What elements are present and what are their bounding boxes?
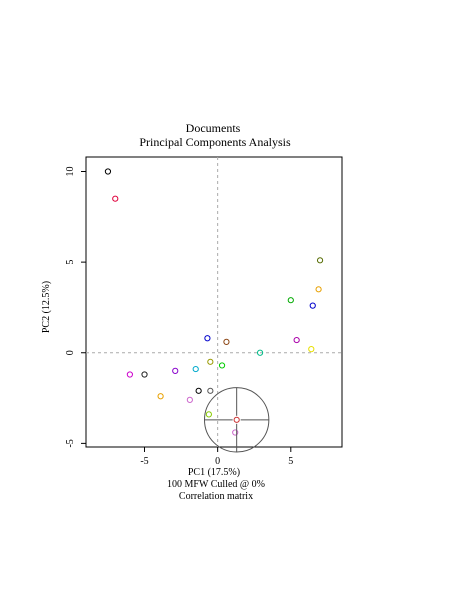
data-point: [157, 393, 164, 400]
x-tick-label: 5: [288, 456, 293, 467]
data-point: [112, 195, 119, 202]
axis-ticks: -5 0 5 -5 0 5 10: [65, 167, 293, 468]
caption-line-2: Correlation matrix: [179, 491, 253, 502]
data-point: [233, 416, 240, 423]
chart-subtitle: Principal Components Analysis: [139, 135, 291, 149]
data-point: [315, 286, 322, 293]
data-point: [207, 387, 214, 394]
data-point: [309, 302, 316, 309]
data-point: [126, 371, 133, 378]
data-point: [204, 335, 211, 342]
y-tick-label: 5: [65, 260, 76, 265]
data-point: [223, 338, 230, 345]
data-point: [192, 365, 199, 373]
data-point: [218, 362, 226, 369]
data-point: [256, 349, 264, 356]
magnifier-lens: [203, 387, 270, 453]
plot-frame: [85, 156, 343, 448]
data-point: [287, 297, 294, 304]
x-tick-label: -5: [140, 456, 148, 467]
y-tick-label: 10: [65, 167, 76, 177]
reference-lines: [86, 157, 342, 447]
y-tick-label: -5: [65, 439, 76, 447]
chart-title: Documents: [186, 121, 241, 135]
data-point: [104, 168, 112, 175]
y-axis-label: PC2 (12.5%): [41, 281, 52, 333]
data-point: [172, 367, 179, 374]
data-point: [205, 411, 212, 418]
data-point: [141, 371, 148, 378]
x-axis-label: PC1 (17.5%): [188, 467, 240, 478]
data-point: [293, 336, 300, 344]
data-point: [195, 387, 202, 394]
data-point: [232, 429, 239, 436]
caption-line-1: 100 MFW Culled @ 0%: [167, 479, 265, 490]
x-tick-label: 0: [215, 456, 220, 467]
plot-border: [85, 156, 343, 448]
data-point: [186, 396, 193, 403]
data-point: [207, 358, 214, 365]
data-point: [316, 257, 324, 264]
data-point: [308, 346, 315, 353]
y-tick-label: 0: [65, 350, 76, 355]
data-points: [104, 168, 324, 436]
